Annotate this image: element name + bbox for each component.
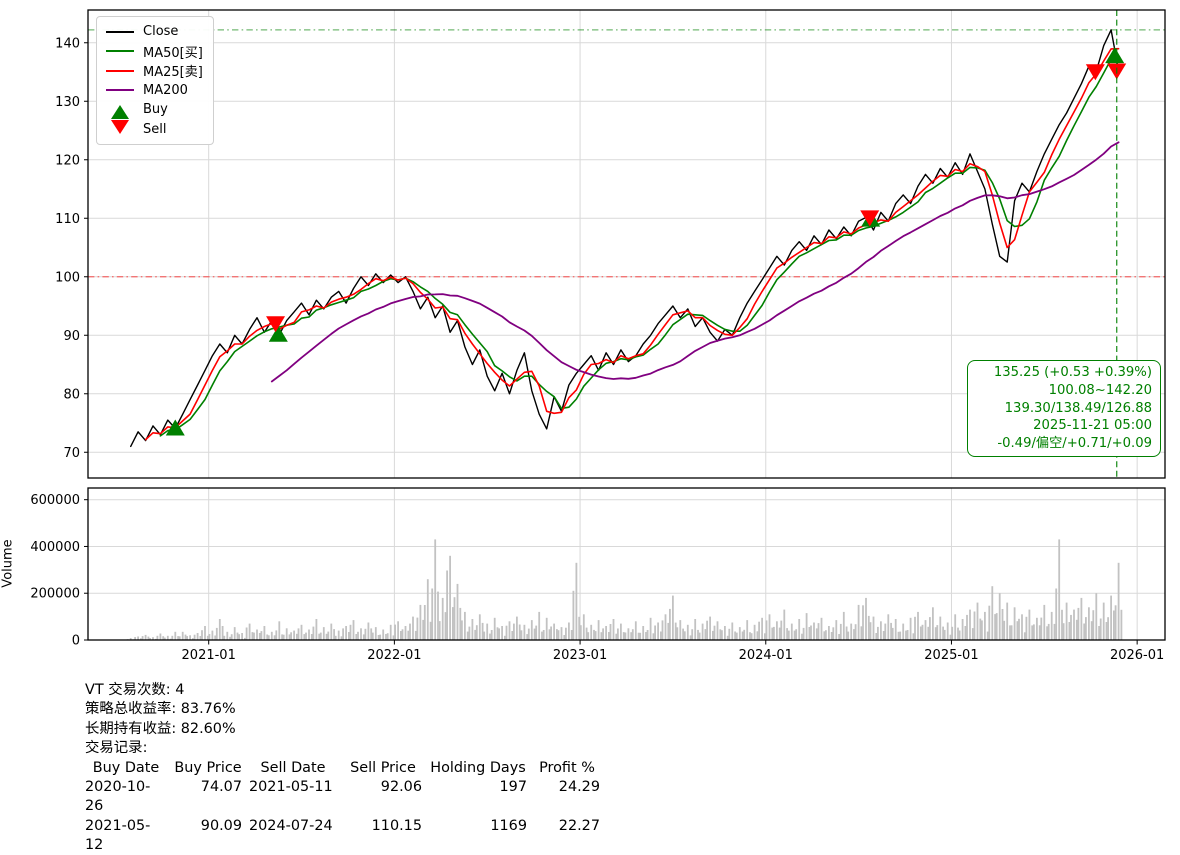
buy-marker (165, 419, 185, 436)
line-swatch (106, 69, 134, 72)
svg-text:100: 100 (55, 270, 80, 285)
svg-text:2022-01: 2022-01 (367, 648, 421, 663)
legend: Close MA50[买] MA25[卖] MA200 Buy Sell (96, 16, 214, 145)
svg-text:400000: 400000 (30, 540, 80, 555)
price-panel-frame (87, 9, 1166, 479)
legend-item-ma50: MA50[买] (105, 42, 203, 62)
trades-table-cell: 22.27 (558, 817, 600, 834)
annotation-line: 2025-11-21 05:00 (1033, 418, 1152, 434)
legend-line-swatch (105, 50, 135, 53)
ma100-line (270, 141, 1120, 383)
legend-item-ma25: MA25[卖] (105, 61, 203, 81)
annotation-line: 139.30/138.49/126.88 (1004, 400, 1152, 416)
legend-item-label: Buy (143, 102, 168, 118)
price-annotation-box: 135.25 (+0.53 +0.39%) 100.08~142.20 139.30… (967, 360, 1161, 457)
strategy-stats: VT 交易次数: 4 策略总收益率: 83.76% 长期持有收益: 82.60% 交易… (85, 681, 600, 855)
svg-text:200000: 200000 (30, 587, 80, 602)
legend-item-label: MA50[买] (143, 45, 203, 61)
legend-item-label: MA200 (143, 82, 188, 98)
line-swatch (106, 89, 134, 92)
svg-text:130: 130 (55, 95, 80, 110)
trades-table-cell: 2024-07-24 (249, 817, 333, 834)
trades-table-row: 2020-10-26 74.07 2021-05-11 92.06 197 24.29 (85, 778, 600, 817)
svg-text:140: 140 (55, 36, 80, 51)
line-swatch (106, 30, 134, 33)
annotation-line: 135.25 (+0.53 +0.39%) (993, 365, 1152, 380)
legend-item-sell: Sell (105, 120, 203, 140)
svg-text:2026-01: 2026-01 (1110, 648, 1164, 663)
trades-table-cell: 92.06 (380, 779, 422, 796)
legend-item-label: Sell (143, 121, 167, 137)
volume-axis-label: Volume (0, 539, 16, 588)
trades-table-cell: 197 (499, 779, 527, 796)
stats-line: 策略总收益率: 83.76% (85, 701, 236, 718)
axis-tick-labels: 70 80 90 100 110 120 130 140 0 200000 400000 600000… (30, 36, 1164, 663)
close-line (129, 29, 1120, 448)
svg-text:2024-01: 2024-01 (739, 648, 793, 663)
svg-text:80: 80 (63, 387, 80, 402)
svg-text:110: 110 (55, 212, 80, 227)
svg-text:0: 0 (72, 634, 80, 649)
trades-table-header-cell: Profit % (539, 759, 595, 776)
buy-marker (268, 325, 288, 342)
legend-line-swatch (105, 89, 135, 92)
sell-marker (860, 210, 880, 227)
svg-text:600000: 600000 (30, 493, 80, 508)
trades-table-header-cell: Holding Days (430, 759, 526, 776)
trades-table-header-cell: Buy Date (92, 759, 160, 776)
line-swatch (106, 50, 134, 53)
legend-line-swatch (105, 30, 135, 33)
svg-text:2025-01: 2025-01 (924, 648, 978, 663)
sell-marker (266, 316, 286, 333)
annotation-line: -0.49/偏空/+0.71/+0.09 (997, 436, 1152, 452)
legend-item-label: MA25[卖] (143, 65, 203, 81)
trades-table-cell: 74.07 (200, 779, 242, 796)
volume-panel-frame (87, 487, 1166, 641)
legend-item-label: Close (143, 24, 179, 40)
stats-line: 交易记录: (85, 740, 148, 757)
legend-line-swatch (105, 69, 135, 72)
svg-text:2023-01: 2023-01 (553, 648, 607, 663)
sell-marker (1085, 64, 1105, 81)
sell-triangle-icon (111, 120, 129, 135)
buy-marker (1105, 47, 1125, 64)
trades-table-cell: 110.15 (371, 817, 422, 834)
trade-markers (165, 47, 1127, 436)
ma25-line (159, 55, 1120, 437)
stats-line: VT 交易次数: 4 (85, 682, 185, 698)
trades-table-cell: 24.29 (558, 779, 600, 796)
trades-table-cell: 2021-05-12 (85, 817, 151, 854)
trades-table-cell: 2021-05-11 (249, 779, 333, 796)
trades-table-cell: 90.09 (200, 817, 242, 834)
legend-item-buy: Buy (105, 100, 203, 120)
annotation-line: 100.08~142.20 (1048, 382, 1152, 398)
trades-table-header: Buy Date Buy Price Sell Date Sell Price Hold… (85, 759, 600, 778)
volume-bars (126, 539, 1123, 640)
svg-text:70: 70 (63, 446, 80, 461)
trades-table-header-cell: Sell Price (350, 759, 416, 776)
svg-text:2021-01: 2021-01 (182, 648, 236, 663)
gridlines (88, 10, 1165, 641)
legend-item-ma200: MA200 (105, 81, 203, 101)
buy-triangle-icon (111, 104, 129, 119)
svg-text:120: 120 (55, 153, 80, 168)
trades-table-cell: 2020-10-26 (85, 779, 151, 815)
axis-ticks (84, 42, 1138, 645)
legend-item-close: Close (105, 22, 203, 42)
trades-table-cell: 1169 (490, 817, 527, 834)
stats-line: 长期持有收益: 82.60% (85, 720, 236, 737)
trades-table-header-cell: Sell Date (260, 759, 326, 776)
trades-table-header-cell: Buy Price (174, 759, 242, 776)
ma15-line (144, 47, 1120, 441)
trades-table-row: 2021-05-12 90.09 2024-07-24 110.15 1169 22.27 (85, 817, 600, 855)
svg-text:90: 90 (63, 329, 80, 344)
